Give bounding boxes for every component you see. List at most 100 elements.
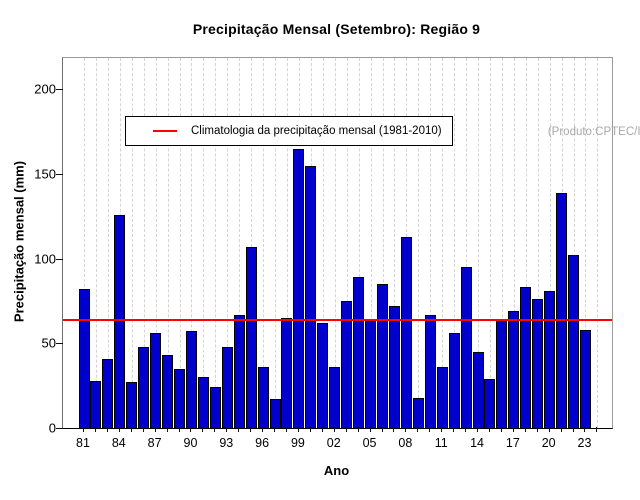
legend-box: Climatologia da precipitação mensal (198…: [125, 116, 453, 146]
year-gridline: [346, 58, 348, 428]
bar-2022: [568, 255, 580, 428]
x-tick-label: 84: [111, 436, 126, 450]
x-tick: [381, 427, 383, 432]
year-gridline: [191, 58, 193, 428]
bar-1982: [90, 380, 102, 428]
year-gridline: [454, 58, 456, 428]
year-gridline: [549, 58, 551, 428]
year-gridline: [382, 58, 384, 428]
bar-1986: [138, 346, 150, 428]
x-tick-label: 81: [76, 436, 90, 450]
plot-area: Climatologia da precipitação mensal (198…: [34, 57, 640, 436]
x-tick: [477, 427, 479, 432]
y-axis-title: Precipitação mensal (mm): [11, 160, 27, 323]
bar-1996: [257, 367, 269, 428]
x-tick: [417, 427, 419, 432]
x-tick: [369, 427, 371, 432]
x-tick-label: 20: [541, 436, 556, 450]
bar-2005: [365, 321, 377, 428]
year-gridline: [263, 58, 265, 428]
y-tick-label: 200: [34, 81, 56, 97]
x-tick: [118, 427, 120, 432]
bar-2008: [400, 236, 412, 428]
bar-2014: [472, 351, 484, 428]
y-tick-label: 100: [34, 251, 56, 267]
x-tick: [309, 427, 311, 432]
x-tick: [250, 427, 252, 432]
bar-2016: [496, 319, 508, 428]
bar-2015: [484, 378, 496, 428]
bar-2019: [532, 299, 544, 428]
x-tick: [130, 427, 132, 432]
x-tick: [429, 427, 431, 432]
y-tick-label: 150: [34, 166, 56, 182]
year-gridline: [131, 58, 133, 428]
bar-2004: [353, 277, 365, 428]
year-gridline: [478, 58, 480, 428]
year-gridline: [322, 58, 324, 428]
year-gridline: [95, 58, 97, 428]
bar-2023: [579, 329, 591, 428]
year-gridline: [107, 58, 109, 428]
bar-2000: [305, 165, 317, 428]
bar-2006: [377, 284, 388, 428]
climatology-line: [63, 318, 612, 321]
x-tick: [333, 427, 335, 432]
x-tick-label: 90: [183, 436, 198, 450]
bar-1990: [185, 331, 197, 428]
x-tick-label: 96: [255, 436, 270, 450]
x-tick: [393, 427, 395, 432]
x-tick: [596, 427, 598, 432]
y-tick: [56, 343, 63, 345]
year-gridline: [334, 58, 336, 428]
bar-2012: [448, 333, 460, 428]
year-gridline: [430, 58, 432, 428]
x-tick: [83, 427, 84, 432]
year-gridline: [537, 58, 539, 428]
x-tick-label: 23: [577, 436, 592, 450]
year-gridline: [442, 58, 444, 428]
year-gridline: [215, 58, 217, 428]
x-axis-title: Ano: [323, 463, 350, 478]
y-tick: [56, 173, 63, 175]
x-tick-label: 02: [326, 436, 341, 450]
year-gridline: [143, 58, 145, 428]
y-tick-label: 50: [41, 335, 56, 351]
year-gridline: [155, 58, 157, 428]
legend-line-sample: [153, 130, 177, 132]
bar-2003: [341, 301, 353, 428]
year-gridline: [489, 58, 491, 428]
year-gridline: [394, 58, 396, 428]
bar-1984: [114, 214, 126, 428]
bar-1989: [174, 368, 186, 428]
x-tick: [262, 427, 264, 432]
bar-1998: [281, 317, 293, 428]
bar-2002: [329, 367, 341, 428]
y-tick: [56, 258, 63, 260]
x-tick-label: 08: [398, 436, 413, 450]
x-tick-label: 11: [434, 436, 448, 450]
year-gridline: [275, 58, 277, 428]
x-tick: [202, 427, 204, 432]
x-tick: [584, 427, 586, 432]
x-tick: [238, 427, 240, 432]
bar-2018: [520, 287, 532, 428]
product-annotation: (Produto:CPTEC/INPE): [547, 126, 640, 138]
bar-2011: [436, 367, 448, 428]
year-gridline: [466, 58, 468, 428]
y-tick: [56, 89, 63, 91]
year-gridline: [418, 58, 420, 428]
legend-label: Climatologia da precipitação mensal (198…: [191, 125, 442, 137]
bar-1997: [269, 399, 281, 428]
x-tick: [441, 427, 443, 432]
x-tick-label: 14: [470, 436, 484, 450]
bar-2013: [460, 267, 472, 428]
bar-1994: [233, 314, 245, 428]
year-gridline: [573, 58, 575, 428]
chart-title: Precipitação Mensal (Setembro): Região 9: [192, 21, 481, 37]
year-gridline: [179, 58, 181, 428]
x-tick-label: 17: [505, 436, 520, 450]
x-tick: [405, 427, 407, 432]
year-gridline: [370, 58, 372, 428]
